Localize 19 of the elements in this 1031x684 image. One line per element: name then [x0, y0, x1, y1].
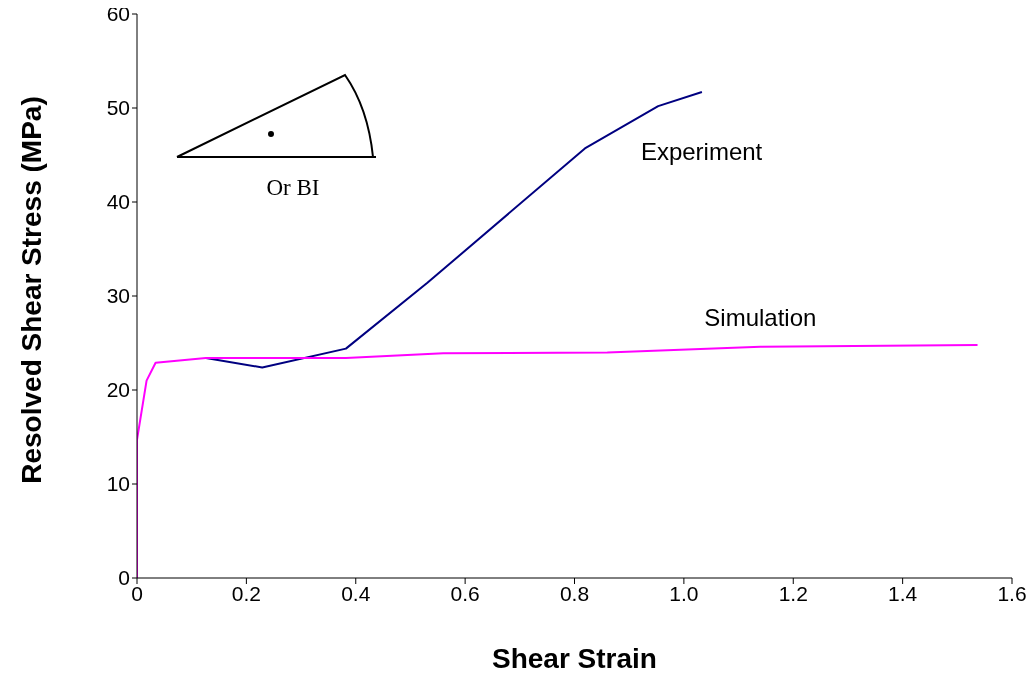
- y-tick-label: 30: [106, 284, 130, 308]
- x-tick-label: 0.8: [559, 581, 590, 605]
- y-tick-label: 0: [118, 566, 130, 590]
- y-tick-label: 20: [106, 378, 130, 402]
- y-tick-label: 50: [106, 96, 130, 120]
- x-tick-label: 1.0: [669, 581, 699, 605]
- x-tick-label: 0.4: [341, 581, 371, 605]
- x-tick-label: 1.6: [997, 581, 1027, 605]
- y-axis-title: Resolved Shear Stress (MPa): [16, 96, 48, 484]
- x-tick-label: 0.2: [231, 581, 261, 605]
- x-tick-label: 0.6: [450, 581, 480, 605]
- x-tick-label: 1.4: [888, 581, 918, 605]
- y-tick-label: 40: [106, 190, 130, 214]
- x-tick-label: 1.2: [778, 581, 808, 605]
- series-label: Simulation: [704, 303, 817, 331]
- series-label: Experiment: [640, 137, 763, 165]
- y-tick-label: 10: [106, 472, 130, 496]
- annotation: Or BI: [266, 175, 320, 201]
- x-axis-title: Shear Strain: [492, 643, 657, 674]
